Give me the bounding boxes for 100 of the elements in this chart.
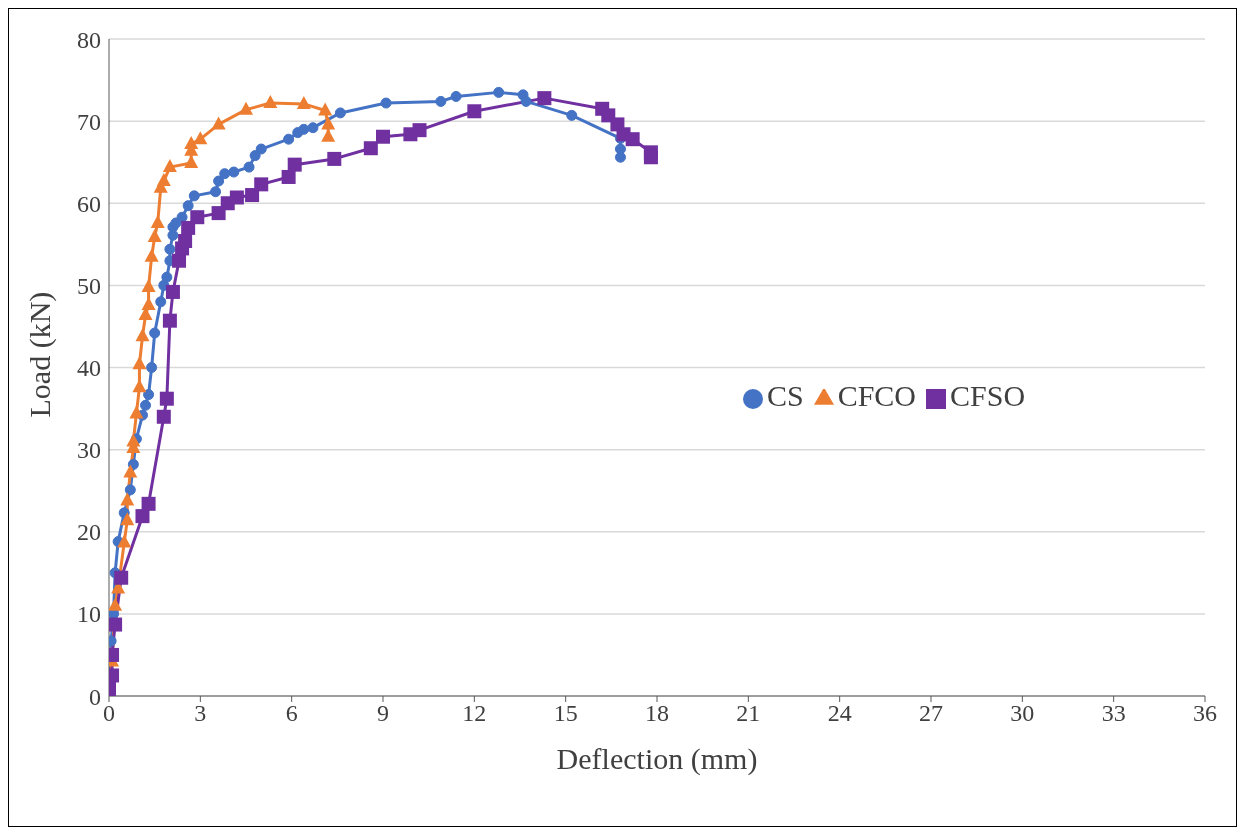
- point: [245, 188, 260, 203]
- point: [435, 95, 447, 107]
- point: [159, 391, 174, 406]
- y-tick-label: 70: [77, 108, 101, 135]
- point: [156, 173, 171, 187]
- x-tick-label: 6: [285, 700, 298, 727]
- point: [450, 90, 462, 102]
- point: [161, 271, 173, 283]
- y-tick-label: 80: [77, 26, 101, 53]
- point: [287, 157, 302, 172]
- point: [229, 190, 244, 205]
- point: [182, 200, 194, 212]
- point: [412, 123, 427, 138]
- point: [181, 220, 196, 235]
- point: [210, 186, 222, 198]
- y-tick-label: 30: [77, 437, 101, 464]
- point: [228, 166, 240, 178]
- x-tick-label: 24: [827, 700, 852, 727]
- point: [184, 136, 199, 150]
- x-tick-label: 9: [377, 700, 389, 727]
- x-tick-label: 12: [462, 700, 487, 727]
- point: [321, 128, 336, 142]
- point: [172, 253, 187, 268]
- point: [281, 169, 296, 184]
- point: [146, 362, 158, 373]
- point: [566, 109, 578, 121]
- x-tick-label: 36: [1193, 700, 1217, 727]
- point: [144, 248, 159, 262]
- point: [211, 116, 226, 130]
- point: [327, 151, 342, 166]
- x-tick-label: 21: [736, 700, 761, 727]
- legend-label: CFCO: [837, 379, 917, 412]
- point: [124, 484, 136, 496]
- point: [129, 405, 144, 419]
- point: [127, 458, 139, 470]
- y-tick-label: 60: [77, 190, 101, 217]
- point: [176, 211, 188, 223]
- point: [625, 132, 640, 147]
- point: [493, 86, 505, 98]
- point: [147, 228, 162, 242]
- point: [162, 159, 177, 173]
- point: [135, 328, 150, 342]
- y-tick-label: 50: [77, 272, 101, 299]
- point: [219, 168, 231, 180]
- point: [165, 284, 180, 299]
- point: [109, 597, 123, 611]
- point: [249, 150, 261, 162]
- point: [467, 104, 482, 119]
- point: [193, 131, 208, 145]
- point: [141, 279, 156, 293]
- y-tick-label: 10: [77, 601, 101, 628]
- point: [334, 107, 346, 119]
- point: [132, 356, 147, 370]
- point: [190, 210, 205, 225]
- point: [117, 534, 132, 548]
- y-tick-label: 20: [77, 519, 101, 546]
- x-tick-label: 33: [1101, 700, 1126, 727]
- point: [296, 95, 311, 109]
- point: [114, 570, 129, 585]
- point: [263, 95, 278, 109]
- point: [162, 313, 177, 328]
- point: [380, 97, 392, 109]
- point: [520, 95, 532, 107]
- point: [156, 409, 171, 424]
- point: [184, 155, 199, 169]
- point: [126, 433, 141, 447]
- legend-label: CS: [766, 379, 804, 412]
- point: [140, 399, 152, 411]
- point: [164, 243, 176, 255]
- point: [188, 190, 200, 202]
- y-tick-label: 40: [77, 355, 101, 382]
- x-tick-label: 15: [553, 700, 578, 727]
- point: [120, 512, 135, 526]
- y-tick-label: 0: [89, 683, 101, 710]
- point: [150, 214, 165, 228]
- x-tick-label: 18: [645, 700, 669, 727]
- y-axis-title: Load (kN): [22, 291, 57, 418]
- point: [123, 464, 138, 478]
- point: [307, 122, 319, 134]
- x-tick-label: 30: [1010, 700, 1035, 727]
- point: [141, 297, 156, 311]
- point: [239, 101, 253, 115]
- legend-label: CFSO: [950, 379, 1026, 412]
- point: [135, 509, 150, 524]
- point: [254, 177, 269, 192]
- point: [298, 123, 310, 135]
- point: [243, 161, 255, 173]
- point: [149, 327, 161, 339]
- x-axis-title: Deflection (mm): [556, 742, 758, 776]
- point: [120, 492, 135, 506]
- x-tick-label: 3: [194, 700, 207, 727]
- point: [318, 102, 333, 116]
- point: [321, 116, 336, 130]
- point: [643, 150, 658, 165]
- point: [213, 175, 225, 187]
- point: [283, 133, 295, 145]
- point: [132, 379, 147, 393]
- point: [376, 129, 390, 144]
- point: [255, 143, 267, 155]
- x-tick-label: 27: [919, 700, 943, 727]
